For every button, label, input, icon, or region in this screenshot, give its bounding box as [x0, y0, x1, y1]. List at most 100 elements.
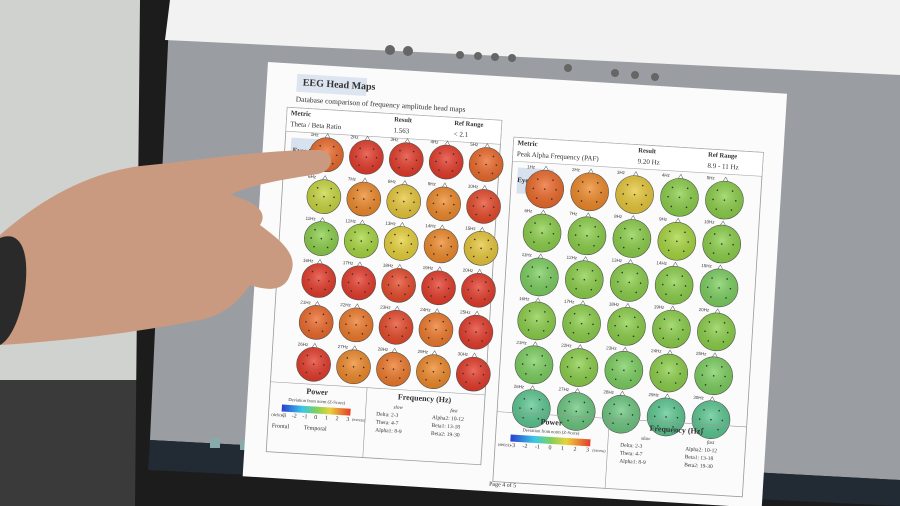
electrode	[385, 325, 387, 328]
deficit-label: (deficit)	[271, 412, 285, 418]
head-label: 15Hz	[465, 226, 477, 232]
electrode	[690, 197, 692, 199]
electrode	[415, 159, 418, 162]
electrode	[364, 291, 366, 293]
electrode	[546, 267, 549, 269]
electrode	[583, 401, 586, 404]
electrode	[622, 193, 625, 195]
electrode	[625, 202, 628, 205]
header-row	[512, 136, 764, 177]
document-page: EEG Head Maps Database comparison of fre…	[242, 62, 788, 506]
head-label: 29Hz	[417, 349, 429, 355]
page-number: Page 4 of 5	[489, 481, 517, 490]
electrode	[676, 416, 679, 419]
ref-label: Ref Range	[708, 152, 738, 161]
electrode	[524, 319, 527, 321]
electrode	[319, 145, 321, 147]
electrode	[614, 378, 617, 381]
band-label: Alpha1: 8-9	[375, 428, 402, 436]
electrode	[462, 372, 464, 375]
legend-split	[604, 418, 610, 489]
result-value: 9.20 Hz	[637, 157, 660, 166]
title-box	[296, 73, 368, 97]
electrode	[721, 365, 723, 368]
electrode	[549, 223, 552, 225]
result-value: 1.563	[393, 126, 410, 135]
result-label: Result	[638, 147, 657, 155]
fast-label: fast	[707, 441, 715, 446]
metric-label: Metric	[291, 109, 312, 118]
electrode	[593, 244, 595, 247]
electrode	[356, 189, 359, 192]
electrode	[531, 266, 534, 268]
electrode	[628, 404, 631, 406]
head-label: 24Hz	[420, 307, 432, 313]
electrode	[392, 368, 395, 371]
head-label: 17Hz	[564, 299, 576, 305]
electrode	[564, 409, 566, 412]
electrode	[329, 204, 331, 207]
electrode	[530, 285, 533, 287]
electrode	[319, 372, 321, 375]
electrode	[678, 196, 681, 199]
electrode	[687, 241, 689, 243]
electrode	[580, 200, 583, 202]
electrode	[345, 374, 348, 376]
electrode	[575, 287, 577, 290]
page-sheet	[242, 62, 788, 506]
electrode	[673, 284, 675, 287]
electrode	[568, 400, 571, 403]
electrode	[355, 155, 357, 158]
scale-label: 3	[346, 417, 349, 423]
electrode	[678, 319, 681, 321]
head-label: 4Hz	[662, 172, 671, 178]
electrode	[729, 287, 732, 290]
head-label: 20Hz	[699, 307, 711, 313]
electrode	[388, 317, 391, 320]
electrode	[387, 334, 390, 337]
electrode	[482, 205, 485, 208]
region-label: Frontal	[272, 423, 290, 430]
electrode	[490, 197, 492, 200]
electrode	[566, 366, 569, 368]
electrode	[552, 232, 555, 235]
electrode	[317, 279, 320, 282]
head-label: 21Hz	[300, 300, 312, 306]
electrode	[325, 271, 327, 274]
electrode	[495, 164, 498, 166]
electrode	[726, 331, 729, 334]
electrode	[358, 164, 360, 167]
head-label: 30Hz	[457, 351, 469, 357]
head-label: 6Hz	[308, 174, 317, 180]
head-label: 29Hz	[648, 392, 660, 398]
electrode	[406, 251, 409, 254]
electrode	[480, 247, 482, 250]
band-label: Delta: 2-3	[620, 442, 643, 449]
slow-label: slow	[641, 437, 651, 443]
head-label: 8Hz	[388, 179, 397, 185]
head-label: 17Hz	[343, 260, 355, 266]
electrode	[715, 331, 718, 333]
electrode	[390, 242, 392, 244]
power-subtitle: Deviation from norm (Z-Score)	[522, 427, 580, 435]
electrode	[730, 209, 733, 211]
head-label: 27Hz	[338, 344, 350, 350]
electrode	[398, 166, 400, 169]
electrode	[587, 332, 590, 335]
scale-label: 1	[561, 446, 564, 452]
electrode	[671, 186, 674, 189]
electrode	[720, 243, 723, 245]
electrode	[521, 363, 524, 365]
electrode	[436, 194, 439, 196]
electrode	[594, 279, 597, 282]
electrode	[703, 408, 705, 411]
head-label: 9Hz	[659, 216, 668, 222]
electrode	[442, 203, 445, 205]
scale-label: -1	[302, 414, 307, 420]
electrode	[492, 155, 495, 158]
electrode	[620, 290, 622, 293]
electrode	[543, 188, 546, 190]
electrode	[357, 282, 360, 284]
electrode	[710, 418, 712, 421]
